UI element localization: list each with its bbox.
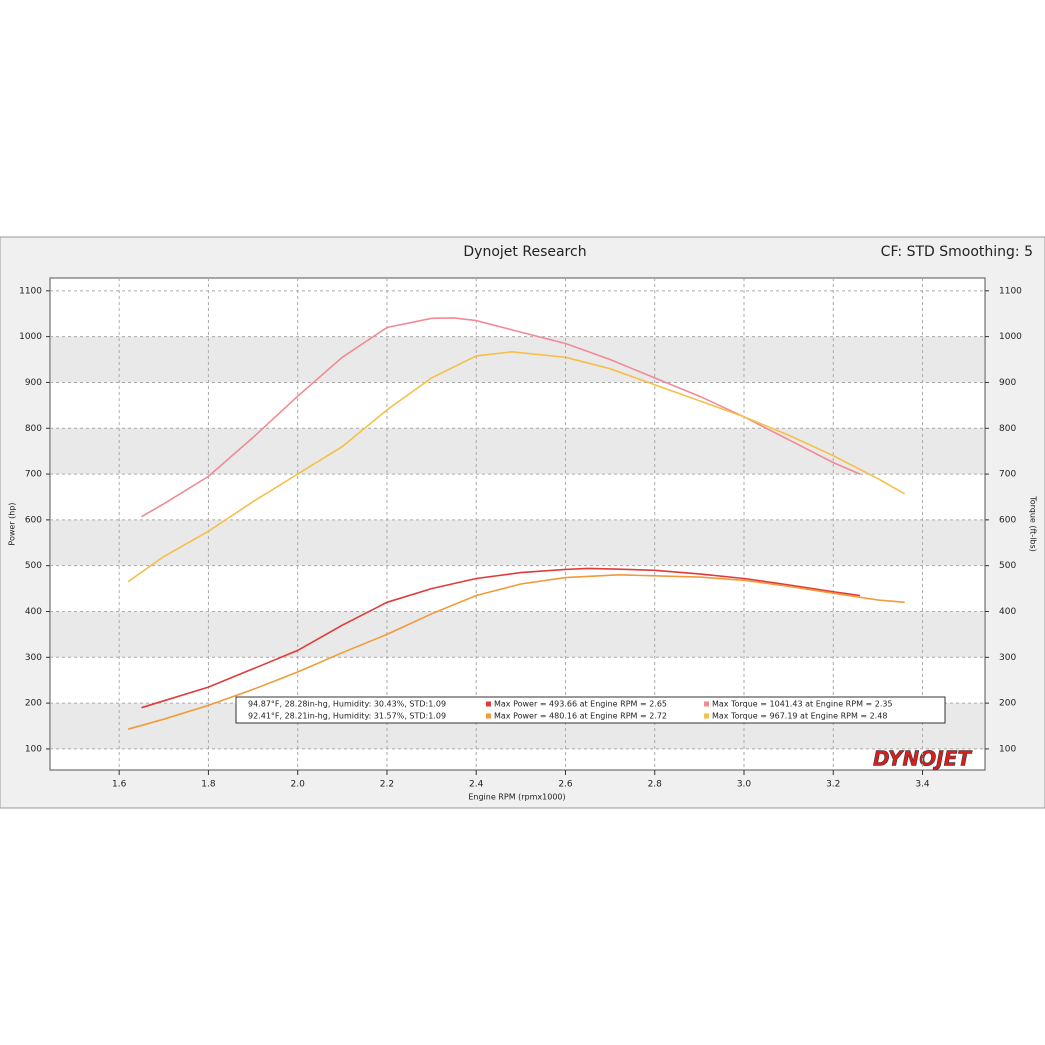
x-tick-label: 2.6: [558, 780, 573, 790]
y-tick-label: 900: [25, 378, 42, 388]
line: [127, 573, 905, 730]
x-tick-label: 3.4: [915, 780, 930, 790]
y2-tick-label: 300: [999, 653, 1016, 663]
x-tick-label: 3.2: [826, 780, 840, 790]
legend-run: 92.41°F, 28.21in-hg, Humidity: 31.57%, S…: [248, 712, 446, 721]
legend-run: 94.87°F, 28.28in-hg, Humidity: 30.43%, S…: [248, 700, 446, 709]
y-tick-label: 700: [25, 470, 42, 480]
y2-tick-label: 400: [999, 607, 1016, 617]
legend-entry: Max Power = 493.66 at Engine RPM = 2.65: [494, 700, 667, 709]
y2-tick-label: 200: [999, 699, 1016, 709]
x-axis-label: Engine RPM (rpmx1000): [468, 793, 565, 802]
line: [127, 350, 906, 583]
band: [51, 519, 984, 566]
y2-tick-label: 100: [999, 744, 1016, 754]
legend-entry: Max Power = 480.16 at Engine RPM = 2.72: [494, 712, 667, 721]
band: [51, 611, 984, 658]
y2-axis-label: Torque (ft-lbs): [1029, 495, 1038, 552]
y-tick-label: 1000: [19, 332, 42, 342]
y-axis-label: Power (hp): [8, 502, 17, 545]
y-tick-label: 500: [25, 561, 42, 571]
legend-entry: Max Torque = 967.19 at Engine RPM = 2.48: [712, 712, 887, 721]
y2-tick-label: 500: [999, 561, 1016, 571]
legend-entry: Max Torque = 1041.43 at Engine RPM = 2.3…: [712, 700, 893, 709]
y-tick-label: 300: [25, 653, 42, 663]
x-tick-label: 3.0: [737, 780, 752, 790]
y2-tick-label: 1000: [999, 332, 1022, 342]
band: [51, 428, 984, 475]
x-tick-label: 1.6: [112, 780, 127, 790]
x-tick-label: 2.0: [291, 780, 306, 790]
band: [51, 336, 984, 383]
y-tick-label: 800: [25, 424, 42, 434]
y-tick-label: 1100: [19, 286, 42, 296]
x-tick-label: 2.8: [648, 780, 663, 790]
legend-swatch: [704, 701, 709, 707]
y-tick-label: 400: [25, 607, 42, 617]
legend-swatch: [486, 701, 491, 707]
chart-title: Dynojet Research: [463, 244, 586, 260]
y2-tick-label: 800: [999, 424, 1016, 434]
y-tick-label: 200: [25, 699, 42, 709]
x-tick-label: 2.2: [380, 780, 394, 790]
legend-swatch: [486, 713, 491, 719]
y-tick-label: 600: [25, 515, 42, 525]
y2-tick-label: 900: [999, 378, 1016, 388]
y-tick-label: 100: [25, 744, 42, 754]
legend-swatch: [704, 713, 709, 719]
x-tick-label: 2.4: [469, 780, 484, 790]
line: [141, 567, 861, 709]
chart-subtitle: CF: STD Smoothing: 5: [881, 244, 1033, 260]
x-tick-label: 1.8: [201, 780, 216, 790]
y2-tick-label: 600: [999, 515, 1016, 525]
y2-tick-label: 700: [999, 470, 1016, 480]
y2-tick-label: 1100: [999, 286, 1022, 296]
legend: [235, 696, 946, 724]
